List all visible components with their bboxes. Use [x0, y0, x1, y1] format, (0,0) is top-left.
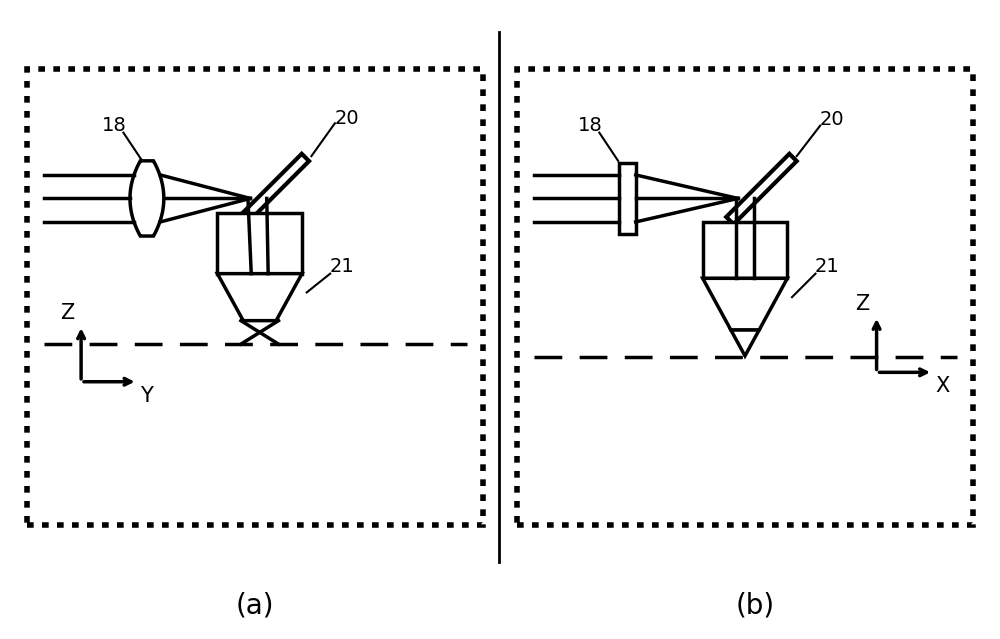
Text: 21: 21 — [815, 257, 840, 276]
FancyBboxPatch shape — [517, 69, 973, 525]
Polygon shape — [726, 154, 797, 224]
FancyBboxPatch shape — [27, 69, 483, 525]
Text: 18: 18 — [102, 116, 126, 135]
Text: (a): (a) — [236, 592, 274, 620]
Text: Z: Z — [60, 303, 74, 323]
Text: Z: Z — [855, 293, 870, 314]
Text: (b): (b) — [735, 592, 775, 620]
Bar — [217, 213, 302, 273]
Text: Y: Y — [140, 386, 153, 406]
Text: 20: 20 — [334, 109, 359, 128]
Text: 21: 21 — [330, 257, 354, 276]
Text: 20: 20 — [820, 110, 844, 129]
Polygon shape — [731, 330, 759, 356]
Text: 18: 18 — [578, 116, 602, 135]
Bar — [703, 222, 787, 279]
Polygon shape — [703, 279, 787, 330]
Bar — [619, 163, 636, 234]
Text: X: X — [935, 376, 950, 396]
Polygon shape — [217, 273, 302, 321]
Polygon shape — [239, 154, 309, 224]
Polygon shape — [130, 161, 164, 236]
